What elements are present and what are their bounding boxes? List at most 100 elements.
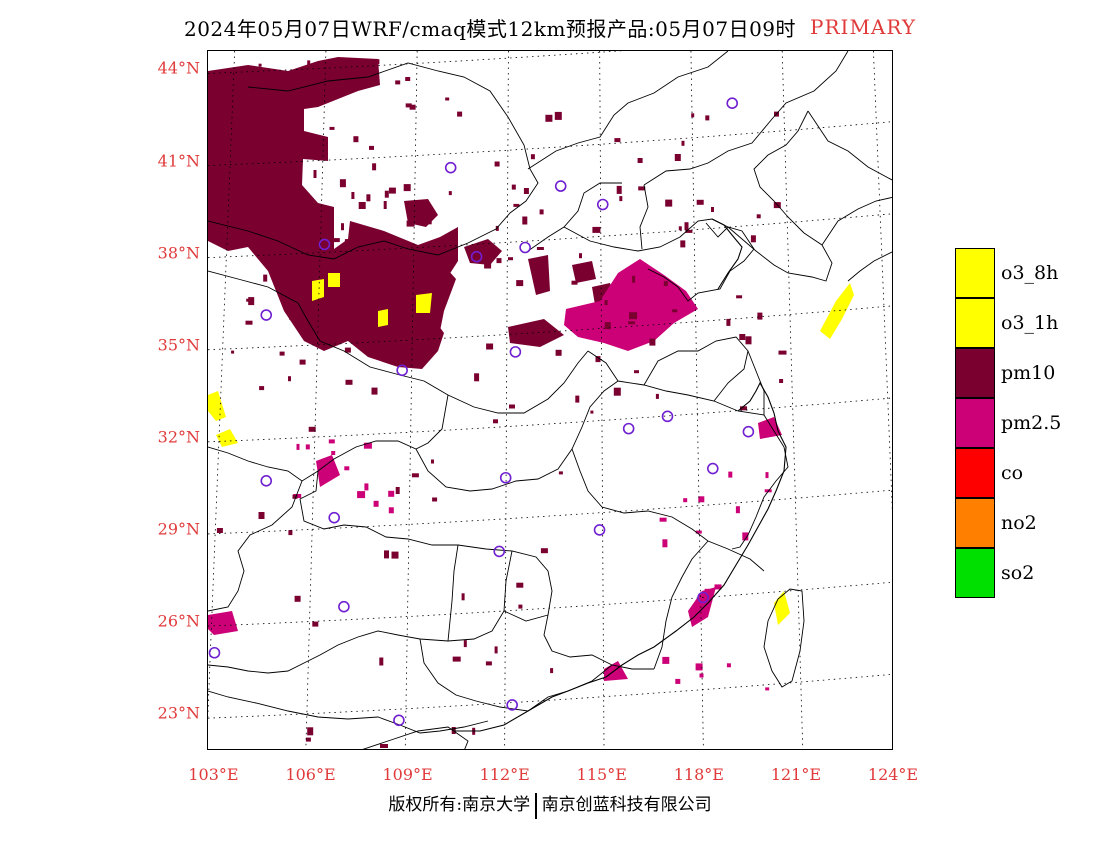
pollution-speckle	[290, 170, 296, 175]
pollution-speckle	[305, 737, 311, 742]
lat-label: 26°N	[157, 611, 200, 631]
pollution-speckle	[696, 199, 704, 205]
pm25-region	[316, 455, 340, 487]
pollution-speckle	[662, 656, 670, 664]
pollution-speckle	[649, 338, 656, 346]
pollution-speckle	[272, 184, 279, 192]
pollution-speckle	[522, 216, 528, 225]
pollution-speckle	[268, 230, 273, 234]
pollution-speckle	[508, 257, 513, 261]
pollution-speckle	[357, 289, 365, 298]
pollution-speckle	[263, 274, 268, 282]
pollution-speckle	[308, 426, 316, 432]
pollution-speckle	[629, 312, 638, 320]
pollution-speckle	[750, 235, 756, 243]
legend-label: pm10	[1001, 362, 1056, 384]
footer-separator	[535, 792, 537, 819]
pollution-speckle	[227, 171, 232, 176]
o3-region	[208, 391, 226, 421]
lon-label: 124°E	[867, 765, 919, 784]
pollution-speckle	[539, 209, 544, 215]
pollution-speckle	[739, 334, 746, 340]
pollution-speckle	[215, 103, 223, 110]
city-marker	[444, 161, 457, 174]
pollution-speckle	[779, 379, 784, 383]
legend-swatch	[955, 497, 995, 548]
pollution-speckle	[590, 410, 594, 414]
legend-label: o3_8h	[1001, 262, 1059, 284]
city-marker	[697, 591, 709, 604]
parallel-line	[208, 581, 892, 627]
meridian-line	[873, 51, 892, 513]
pollution-speckle	[728, 471, 733, 478]
lat-label: 41°N	[157, 151, 200, 171]
pollution-speckle	[614, 138, 621, 143]
pollution-speckle	[695, 663, 703, 671]
lon-label: 115°E	[576, 765, 627, 784]
pollution-speckle	[356, 68, 361, 74]
pollution-speckle	[672, 309, 678, 313]
pollutant-legend: o3_8h o3_1h pm10 pm2.5 co no2 so2	[955, 248, 1061, 598]
pollution-speckle	[259, 386, 265, 391]
pollution-speckle	[576, 267, 582, 272]
pollution-speckle	[616, 185, 622, 194]
o3-region	[820, 283, 854, 339]
legend-item: no2	[955, 497, 1061, 548]
city-marker	[470, 250, 483, 263]
pollution-speckle	[613, 387, 621, 396]
pollution-speckle	[757, 312, 763, 320]
pollution-speckle	[575, 395, 580, 403]
pollution-speckle	[604, 300, 608, 306]
pollution-speckle	[545, 114, 553, 122]
map-frame[interactable]	[207, 50, 893, 750]
lat-label: 29°N	[157, 519, 200, 539]
pollution-speckle	[222, 191, 229, 198]
o3-region	[216, 429, 238, 447]
pollution-speckle	[484, 261, 492, 269]
pollution-speckle	[632, 275, 636, 283]
pollution-speckle	[699, 673, 704, 678]
pollution-speckle	[571, 280, 578, 285]
pollution-speckle	[704, 588, 711, 592]
pollution-speckle	[374, 59, 380, 65]
province-boundaries	[208, 51, 892, 749]
title-tag: PRIMARY	[810, 15, 917, 39]
pollution-speckle	[333, 238, 340, 243]
pollution-speckle	[604, 322, 611, 330]
meridian-line	[305, 51, 327, 749]
coastline	[454, 218, 787, 732]
lat-label: 38°N	[157, 243, 200, 263]
city-marker	[593, 524, 606, 536]
pollution-speckle	[726, 663, 731, 668]
city-markers	[208, 97, 755, 727]
pm25-region	[758, 417, 782, 439]
legend-swatch	[955, 447, 995, 498]
city-marker	[493, 545, 506, 558]
pollution-speckle	[558, 471, 563, 475]
pollution-speckle	[765, 687, 770, 691]
city-marker	[506, 699, 518, 711]
lon-label: 121°E	[770, 765, 822, 784]
pollution-speckle	[339, 179, 346, 188]
pollution-speckle	[358, 202, 366, 209]
pollution-speckle	[756, 214, 761, 219]
pollution-speckle	[372, 163, 377, 171]
pollution-speckle	[554, 111, 562, 120]
copyright-left: 版权所有:南京大学	[388, 795, 531, 815]
o3-region	[312, 279, 324, 301]
pollution-speckle	[366, 194, 371, 202]
lon-label: 118°E	[673, 765, 724, 784]
pollution-speckle	[388, 507, 394, 514]
lon-label: 103°E	[188, 765, 239, 784]
pollution-speckle	[698, 496, 705, 503]
city-marker	[726, 97, 739, 109]
pollution-speckle	[485, 661, 492, 666]
copyright-footer: 版权所有:南京大学 南京创蓝科技有限公司	[0, 790, 1100, 819]
pollution-speckle	[619, 196, 623, 202]
pollution-speckle	[432, 497, 438, 502]
pollution-speckle	[745, 336, 752, 345]
city-marker	[260, 309, 273, 321]
pollution-speckle	[655, 393, 659, 399]
pollution-speckle	[231, 350, 235, 354]
pollution-speckle	[778, 350, 787, 355]
